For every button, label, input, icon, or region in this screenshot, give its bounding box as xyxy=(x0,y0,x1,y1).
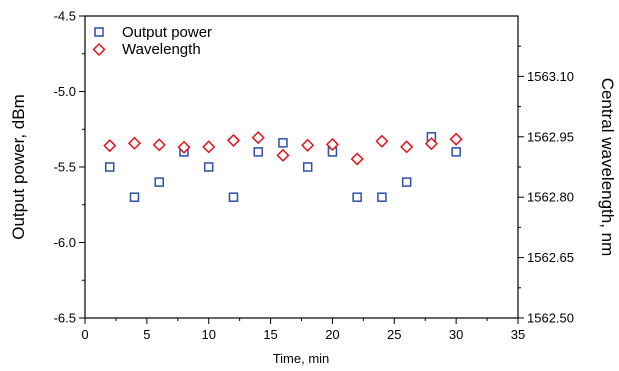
wavelength-point xyxy=(103,139,117,153)
output-power-point xyxy=(253,147,263,157)
y2-tick-label: 1562.65 xyxy=(527,250,574,265)
axis-ticks xyxy=(79,15,524,324)
output-power-point xyxy=(401,177,412,187)
wavelength-point xyxy=(375,134,389,148)
wavelength-point xyxy=(127,136,142,150)
legend-label-output-power: Output power xyxy=(122,24,212,41)
x-axis-title: Time, min xyxy=(273,351,330,366)
y-tick-label: -4.5 xyxy=(54,9,76,24)
output-power-point xyxy=(377,192,387,202)
y-tick-label: -6.5 xyxy=(54,311,76,326)
x-tick-label: 0 xyxy=(81,327,88,342)
plot-frame xyxy=(84,15,519,319)
y-axis-title: Output power, dBm xyxy=(9,94,28,240)
wavelength-point xyxy=(350,152,364,166)
legend-marker-output-power xyxy=(94,27,104,37)
y2-tick-label: 1562.80 xyxy=(527,190,574,205)
output-power-point xyxy=(228,192,239,202)
wavelength-point xyxy=(177,140,191,154)
x-tick-label: 35 xyxy=(511,327,525,342)
x-tick-label: 5 xyxy=(143,327,150,342)
x-tick-label: 25 xyxy=(387,327,401,342)
y2-axis-title: Central wavelength, nm xyxy=(598,78,617,257)
legend: Output power Wavelength xyxy=(92,24,212,58)
output-power-point xyxy=(451,147,461,157)
wavelength-point xyxy=(325,137,339,152)
y2-tick-label: 1562.50 xyxy=(527,311,574,326)
output-power-point xyxy=(154,177,164,187)
legend-marker-wavelength xyxy=(92,42,106,57)
wavelength-point xyxy=(276,148,290,162)
wavelength-point xyxy=(251,131,265,145)
y2-tick-label: 1562.95 xyxy=(527,129,574,144)
y2-tick-label: 1563.10 xyxy=(527,69,574,84)
x-tick-label: 10 xyxy=(201,327,215,342)
wavelength-point xyxy=(424,137,438,151)
output-power-point xyxy=(352,192,362,202)
x-tick-label: 15 xyxy=(263,327,277,342)
output-power-point xyxy=(278,138,288,148)
x-tick-label: 20 xyxy=(325,327,339,342)
output-power-point xyxy=(302,162,313,172)
wavelength-point xyxy=(449,132,463,146)
legend-label-wavelength: Wavelength xyxy=(122,41,201,58)
series-wavelength xyxy=(103,131,463,166)
wavelength-point xyxy=(226,133,241,147)
y-tick-label: -5.5 xyxy=(54,160,76,175)
wavelength-point xyxy=(152,138,166,152)
output-power-point xyxy=(129,192,140,202)
wavelength-point xyxy=(400,140,414,154)
output-power-point xyxy=(203,162,214,172)
wavelength-point xyxy=(202,140,216,154)
tick-labels: 0 5 10 15 20 25 30 35 -6.5 -6.0 -5.5 -5.0 -4.5 1562.5… xyxy=(54,9,574,343)
y-tick-label: -5.0 xyxy=(54,84,76,99)
x-tick-label: 30 xyxy=(449,327,463,342)
y-tick-label: -6.0 xyxy=(54,235,76,250)
wavelength-point xyxy=(301,138,315,152)
output-power-point xyxy=(104,162,115,172)
